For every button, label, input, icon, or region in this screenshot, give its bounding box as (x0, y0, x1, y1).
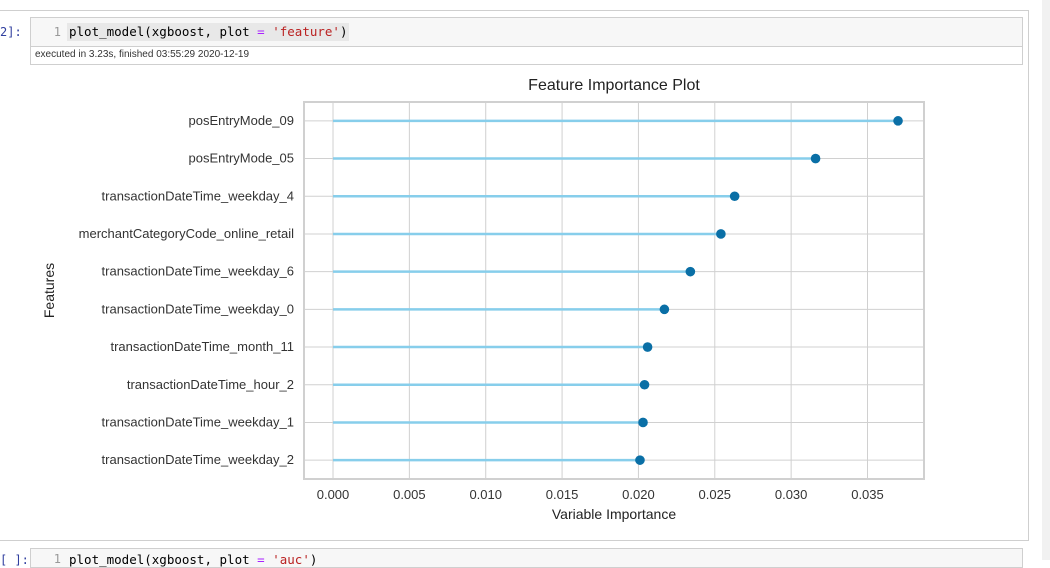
line-number: 1 (53, 25, 61, 39)
code-input[interactable]: 1 plot_model(xgboost, plot = 'feature') (30, 17, 1023, 47)
importance-point (639, 379, 650, 390)
x-tick-label: 0.035 (851, 487, 884, 502)
next-cell-prompt: [ ]: (0, 553, 29, 567)
x-tick-label: 0.010 (469, 487, 502, 502)
importance-point (642, 342, 653, 352)
y-tick-label: transactionDateTime_weekday_6 (102, 264, 294, 279)
importance-point (635, 455, 645, 465)
importance-point (638, 417, 648, 428)
y-tick-label: merchantCategoryCode_online_retail (79, 226, 294, 241)
x-tick-label: 0.000 (317, 487, 350, 502)
y-tick-label: posEntryMode_09 (188, 113, 294, 128)
importance-point (810, 153, 821, 164)
importance-point (893, 116, 903, 126)
y-tick-label: transactionDateTime_weekday_0 (102, 301, 294, 316)
execution-info: executed in 3.23s, finished 03:55:29 202… (35, 49, 250, 60)
y-tick-label: posEntryMode_05 (188, 151, 294, 166)
code-line[interactable]: plot_model(xgboost, plot = 'feature') (67, 23, 350, 41)
y-tick-label: transactionDateTime_hour_2 (127, 377, 294, 392)
feature-importance-chart: 0.000 0.005 0.010 0.015 0.020 0.025 0.030 0.035… (41, 77, 925, 522)
importance-point (659, 304, 670, 315)
y-tick-label: transactionDateTime_month_11 (110, 339, 294, 354)
cell-prompt: 2]: (0, 25, 22, 39)
x-tick-label: 0.025 (699, 487, 732, 502)
chart-title: Feature Importance Plot (528, 77, 700, 94)
next-line-number: 1 (53, 552, 61, 566)
plot-area (303, 101, 925, 480)
y-axis-label: Features (41, 263, 57, 318)
x-tick-label: 0.020 (622, 487, 655, 502)
y-tick-label: transactionDateTime_weekday_2 (102, 452, 294, 467)
execution-info-bar: executed in 3.23s, finished 03:55:29 202… (30, 47, 1023, 65)
importance-point (685, 266, 696, 277)
x-tick-label: 0.005 (393, 487, 426, 502)
x-tick-label: 0.015 (546, 487, 579, 502)
y-tick-label: transactionDateTime_weekday_4 (102, 188, 294, 203)
next-code-input[interactable]: 1 plot_model(xgboost, plot = 'auc') (30, 548, 1023, 568)
scrollbar[interactable] (1042, 0, 1050, 560)
code-string: 'feature' (272, 24, 340, 39)
code-call: plot_model(xgboost, plot (69, 24, 258, 39)
code-close: ) (339, 24, 348, 39)
importance-point (716, 229, 726, 239)
y-tick-label: transactionDateTime_weekday_1 (102, 414, 294, 429)
x-tick-label: 0.030 (775, 487, 808, 502)
x-axis-label: Variable Importance (552, 506, 676, 522)
importance-point (729, 191, 740, 202)
code-operator: = (257, 24, 265, 39)
